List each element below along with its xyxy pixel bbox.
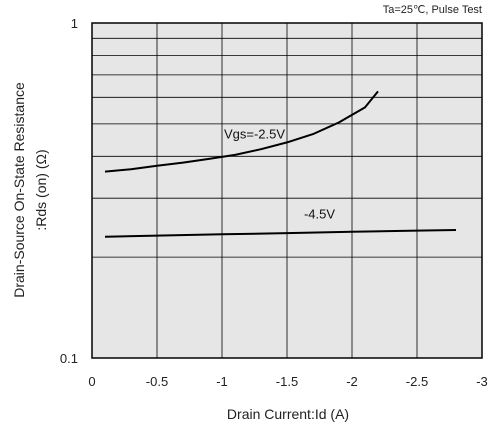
y-tick-label: 0.1 bbox=[60, 351, 78, 366]
x-tick-label: 0 bbox=[88, 374, 95, 389]
y-tick-labels: 0.11 bbox=[60, 16, 78, 366]
x-tick-label: -1 bbox=[216, 374, 228, 389]
series-label-1: Vgs=-2.5V bbox=[224, 127, 285, 142]
plot-frame bbox=[91, 22, 483, 359]
series-line-1 bbox=[104, 90, 379, 173]
series-line-2 bbox=[104, 229, 457, 238]
y-tick-label: 1 bbox=[71, 16, 78, 31]
x-axis-title: Drain Current:Id (A) bbox=[227, 406, 349, 422]
x-tick-label: -3 bbox=[476, 374, 488, 389]
x-tick-label: -0.5 bbox=[146, 374, 168, 389]
series-label-2: -4.5V bbox=[304, 206, 335, 221]
y-axis-title-line1: Drain-Source On-State Resistance bbox=[11, 82, 27, 298]
y-axis-title-line2: :Rds (on) (Ω) bbox=[33, 149, 49, 230]
x-tick-label: -2.5 bbox=[406, 374, 428, 389]
x-tick-label: -2 bbox=[346, 374, 358, 389]
series-lines bbox=[104, 90, 457, 238]
series-labels: Vgs=-2.5V -4.5V bbox=[224, 127, 335, 222]
x-tick-label: -1.5 bbox=[276, 374, 298, 389]
x-tick-labels: 0 -0.5 -1 -1.5 -2 -2.5 -3 bbox=[88, 374, 487, 389]
test-conditions-note: Ta=25℃, Pulse Test bbox=[383, 4, 482, 16]
